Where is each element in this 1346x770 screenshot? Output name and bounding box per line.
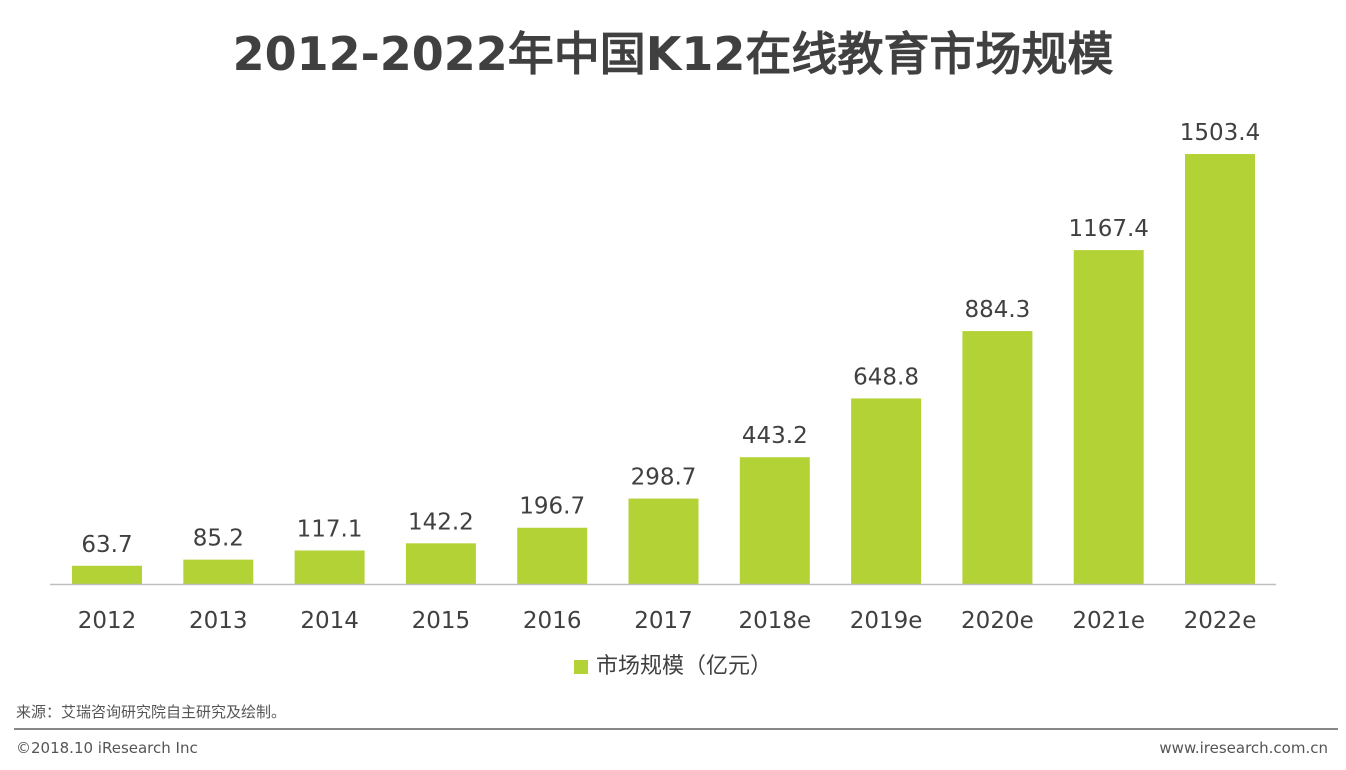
data-label: 63.7 — [81, 532, 132, 558]
data-label: 648.8 — [853, 364, 919, 390]
bar — [851, 398, 922, 584]
data-label: 1503.4 — [1180, 120, 1260, 146]
data-label: 443.2 — [742, 423, 808, 449]
legend-swatch — [573, 660, 588, 674]
bar — [739, 457, 810, 584]
bar — [183, 559, 254, 584]
copyright: ©2018.10 iResearch Inc — [16, 739, 198, 757]
bar — [405, 543, 476, 584]
x-tick-label: 2018e — [738, 608, 811, 634]
footer-divider — [14, 728, 1338, 730]
x-tick-label: 2012 — [78, 608, 137, 634]
bar — [628, 498, 699, 584]
data-label: 884.3 — [964, 297, 1030, 323]
x-tick-label: 2014 — [300, 608, 359, 634]
bar — [72, 565, 142, 584]
data-label: 196.7 — [519, 494, 585, 520]
bar — [1185, 154, 1255, 584]
data-label: 142.2 — [408, 509, 474, 535]
x-tick-label: 2022e — [1184, 608, 1257, 634]
bar — [517, 527, 588, 584]
data-label: 117.1 — [297, 517, 363, 543]
x-tick-label: 2015 — [412, 608, 471, 634]
x-tick-label: 2017 — [634, 608, 693, 634]
x-tick-label: 2019e — [850, 608, 923, 634]
source-note: 来源：艾瑞咨询研究院自主研究及绘制。 — [16, 703, 287, 721]
bar — [962, 331, 1033, 584]
bar-chart: 63.7 2012 85.2 2013 117.1 2014 142.2 2015 196.7 2… — [50, 120, 1276, 634]
data-label: 85.2 — [193, 526, 244, 552]
bar — [1073, 250, 1144, 584]
chart-title: 2012-2022年中国K12在线教育市场规模 — [232, 27, 1114, 81]
website-link[interactable]: www.iresearch.com.cn — [1159, 739, 1328, 757]
bar — [294, 550, 365, 584]
data-label: 298.7 — [631, 465, 697, 491]
x-tick-label: 2013 — [189, 608, 248, 634]
data-label: 1167.4 — [1068, 216, 1148, 242]
x-tick-label: 2021e — [1072, 608, 1145, 634]
legend-label: 市场规模（亿元） — [595, 654, 772, 679]
x-tick-label: 2016 — [523, 608, 582, 634]
x-tick-label: 2020e — [961, 608, 1034, 634]
legend: 市场规模（亿元） — [0, 648, 1346, 680]
